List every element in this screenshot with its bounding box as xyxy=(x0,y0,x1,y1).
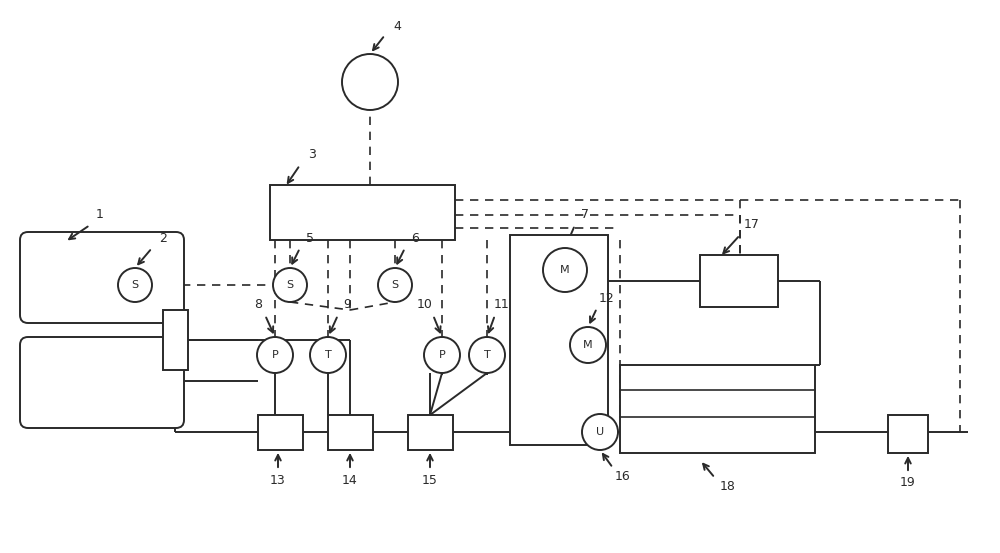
Bar xyxy=(258,415,303,450)
Text: 13: 13 xyxy=(270,473,286,487)
Bar xyxy=(510,235,608,445)
Text: 9: 9 xyxy=(343,299,351,311)
FancyBboxPatch shape xyxy=(20,337,184,428)
Text: S: S xyxy=(131,280,139,290)
Text: 19: 19 xyxy=(900,477,916,489)
Circle shape xyxy=(582,414,618,450)
Text: 18: 18 xyxy=(720,481,736,493)
Text: 1: 1 xyxy=(96,208,104,222)
Circle shape xyxy=(570,327,606,363)
Text: 12: 12 xyxy=(599,291,615,305)
Text: 8: 8 xyxy=(254,299,262,311)
Circle shape xyxy=(273,268,307,302)
Text: 2: 2 xyxy=(159,232,167,244)
Circle shape xyxy=(543,248,587,292)
Text: 16: 16 xyxy=(615,471,631,483)
Bar xyxy=(620,365,815,453)
Circle shape xyxy=(310,337,346,373)
Text: 5: 5 xyxy=(306,232,314,244)
Text: S: S xyxy=(286,280,294,290)
Bar xyxy=(888,415,928,453)
Text: 7: 7 xyxy=(581,208,589,222)
Text: P: P xyxy=(272,350,278,360)
Text: 14: 14 xyxy=(342,473,358,487)
Circle shape xyxy=(257,337,293,373)
Circle shape xyxy=(342,54,398,110)
Text: 3: 3 xyxy=(308,149,316,161)
Bar xyxy=(408,415,453,450)
Bar xyxy=(700,255,778,307)
Bar xyxy=(270,185,455,240)
Text: S: S xyxy=(391,280,399,290)
Text: 10: 10 xyxy=(417,299,433,311)
Text: M: M xyxy=(583,340,593,350)
Text: 6: 6 xyxy=(411,232,419,244)
Text: 15: 15 xyxy=(422,473,438,487)
Circle shape xyxy=(469,337,505,373)
Bar xyxy=(328,415,373,450)
Text: T: T xyxy=(484,350,490,360)
Circle shape xyxy=(378,268,412,302)
Text: M: M xyxy=(560,265,570,275)
Text: U: U xyxy=(596,427,604,437)
Text: T: T xyxy=(325,350,331,360)
Circle shape xyxy=(424,337,460,373)
Bar xyxy=(163,310,188,370)
Text: 11: 11 xyxy=(494,299,510,311)
Text: P: P xyxy=(439,350,445,360)
Text: 4: 4 xyxy=(393,20,401,34)
Circle shape xyxy=(118,268,152,302)
Text: 17: 17 xyxy=(744,218,760,232)
FancyBboxPatch shape xyxy=(20,232,184,323)
